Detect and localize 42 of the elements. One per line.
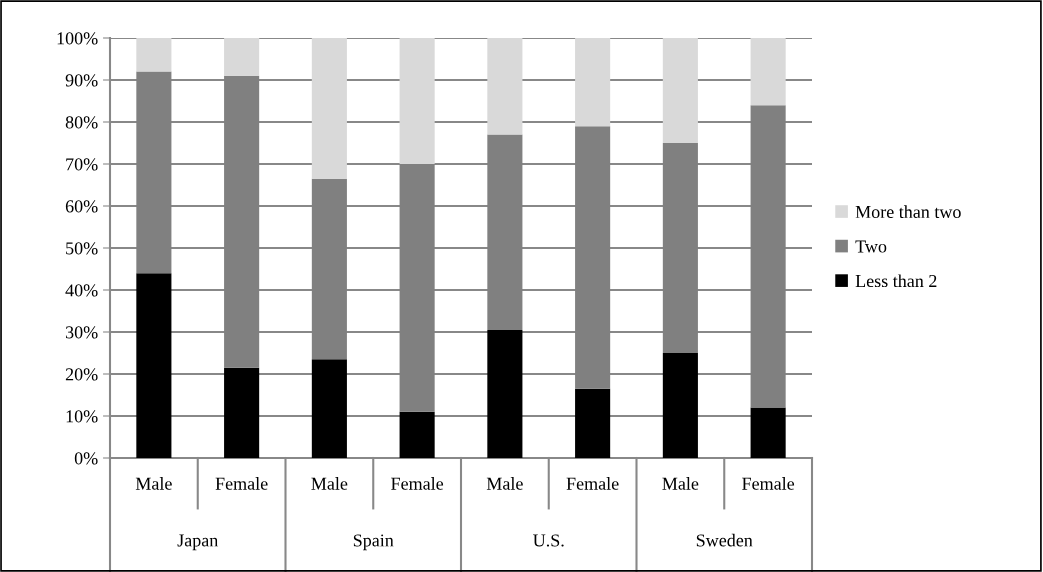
- legend-label: Two: [855, 240, 887, 253]
- y-tick-label: 60%: [65, 200, 98, 213]
- x-tick-label: Male: [135, 477, 172, 490]
- x-tick-label: Male: [662, 477, 699, 490]
- text: Japan: [177, 534, 219, 551]
- x-tick-label: Female: [391, 477, 444, 490]
- bar: [399, 411, 435, 458]
- x-tick-label: Female: [566, 477, 619, 490]
- y-tick-label: 90%: [65, 74, 98, 87]
- y-tick-label: 10%: [66, 410, 98, 423]
- x-tick-label: Male: [486, 477, 523, 490]
- bar: [750, 407, 786, 458]
- bar: [224, 367, 260, 458]
- y-tick-label: 20%: [65, 368, 98, 381]
- bar: [311, 38, 347, 179]
- bar: [311, 359, 347, 458]
- y-tick-label: 30%: [65, 326, 98, 339]
- bar: [575, 388, 611, 458]
- bar: [487, 329, 523, 458]
- y-tick-label: 50%: [66, 242, 98, 255]
- y-tick-label: 80%: [65, 116, 98, 129]
- x-tick-label: Male: [311, 477, 348, 490]
- y-tick-label: 40%: [65, 284, 98, 297]
- bar: [136, 273, 172, 458]
- x-tick-label: Female: [215, 477, 268, 490]
- y-tick-label: 100%: [57, 32, 98, 45]
- legend-label: Less than 2: [855, 274, 937, 288]
- bar: [662, 38, 698, 143]
- text: Spain: [353, 534, 394, 551]
- bar: [575, 38, 611, 127]
- text: U.S.: [533, 534, 564, 547]
- bar: [662, 353, 698, 458]
- bar: [136, 38, 172, 72]
- y-tick-label: 70%: [66, 158, 98, 171]
- bar: [399, 38, 435, 164]
- bar: [750, 38, 786, 106]
- x-tick-label: Female: [742, 477, 795, 490]
- text: Sweden: [696, 533, 753, 547]
- y-tick-label: 0%: [74, 452, 98, 465]
- bar: [487, 38, 523, 135]
- bar: [224, 38, 260, 76]
- legend-label: More than two: [855, 205, 961, 219]
